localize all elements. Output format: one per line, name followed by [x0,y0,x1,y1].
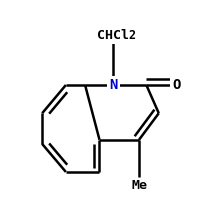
Text: O: O [172,78,181,92]
Text: 2: 2 [129,29,136,42]
Text: Me: Me [131,179,147,192]
Text: N: N [109,78,118,92]
Text: CHCl: CHCl [97,29,129,42]
